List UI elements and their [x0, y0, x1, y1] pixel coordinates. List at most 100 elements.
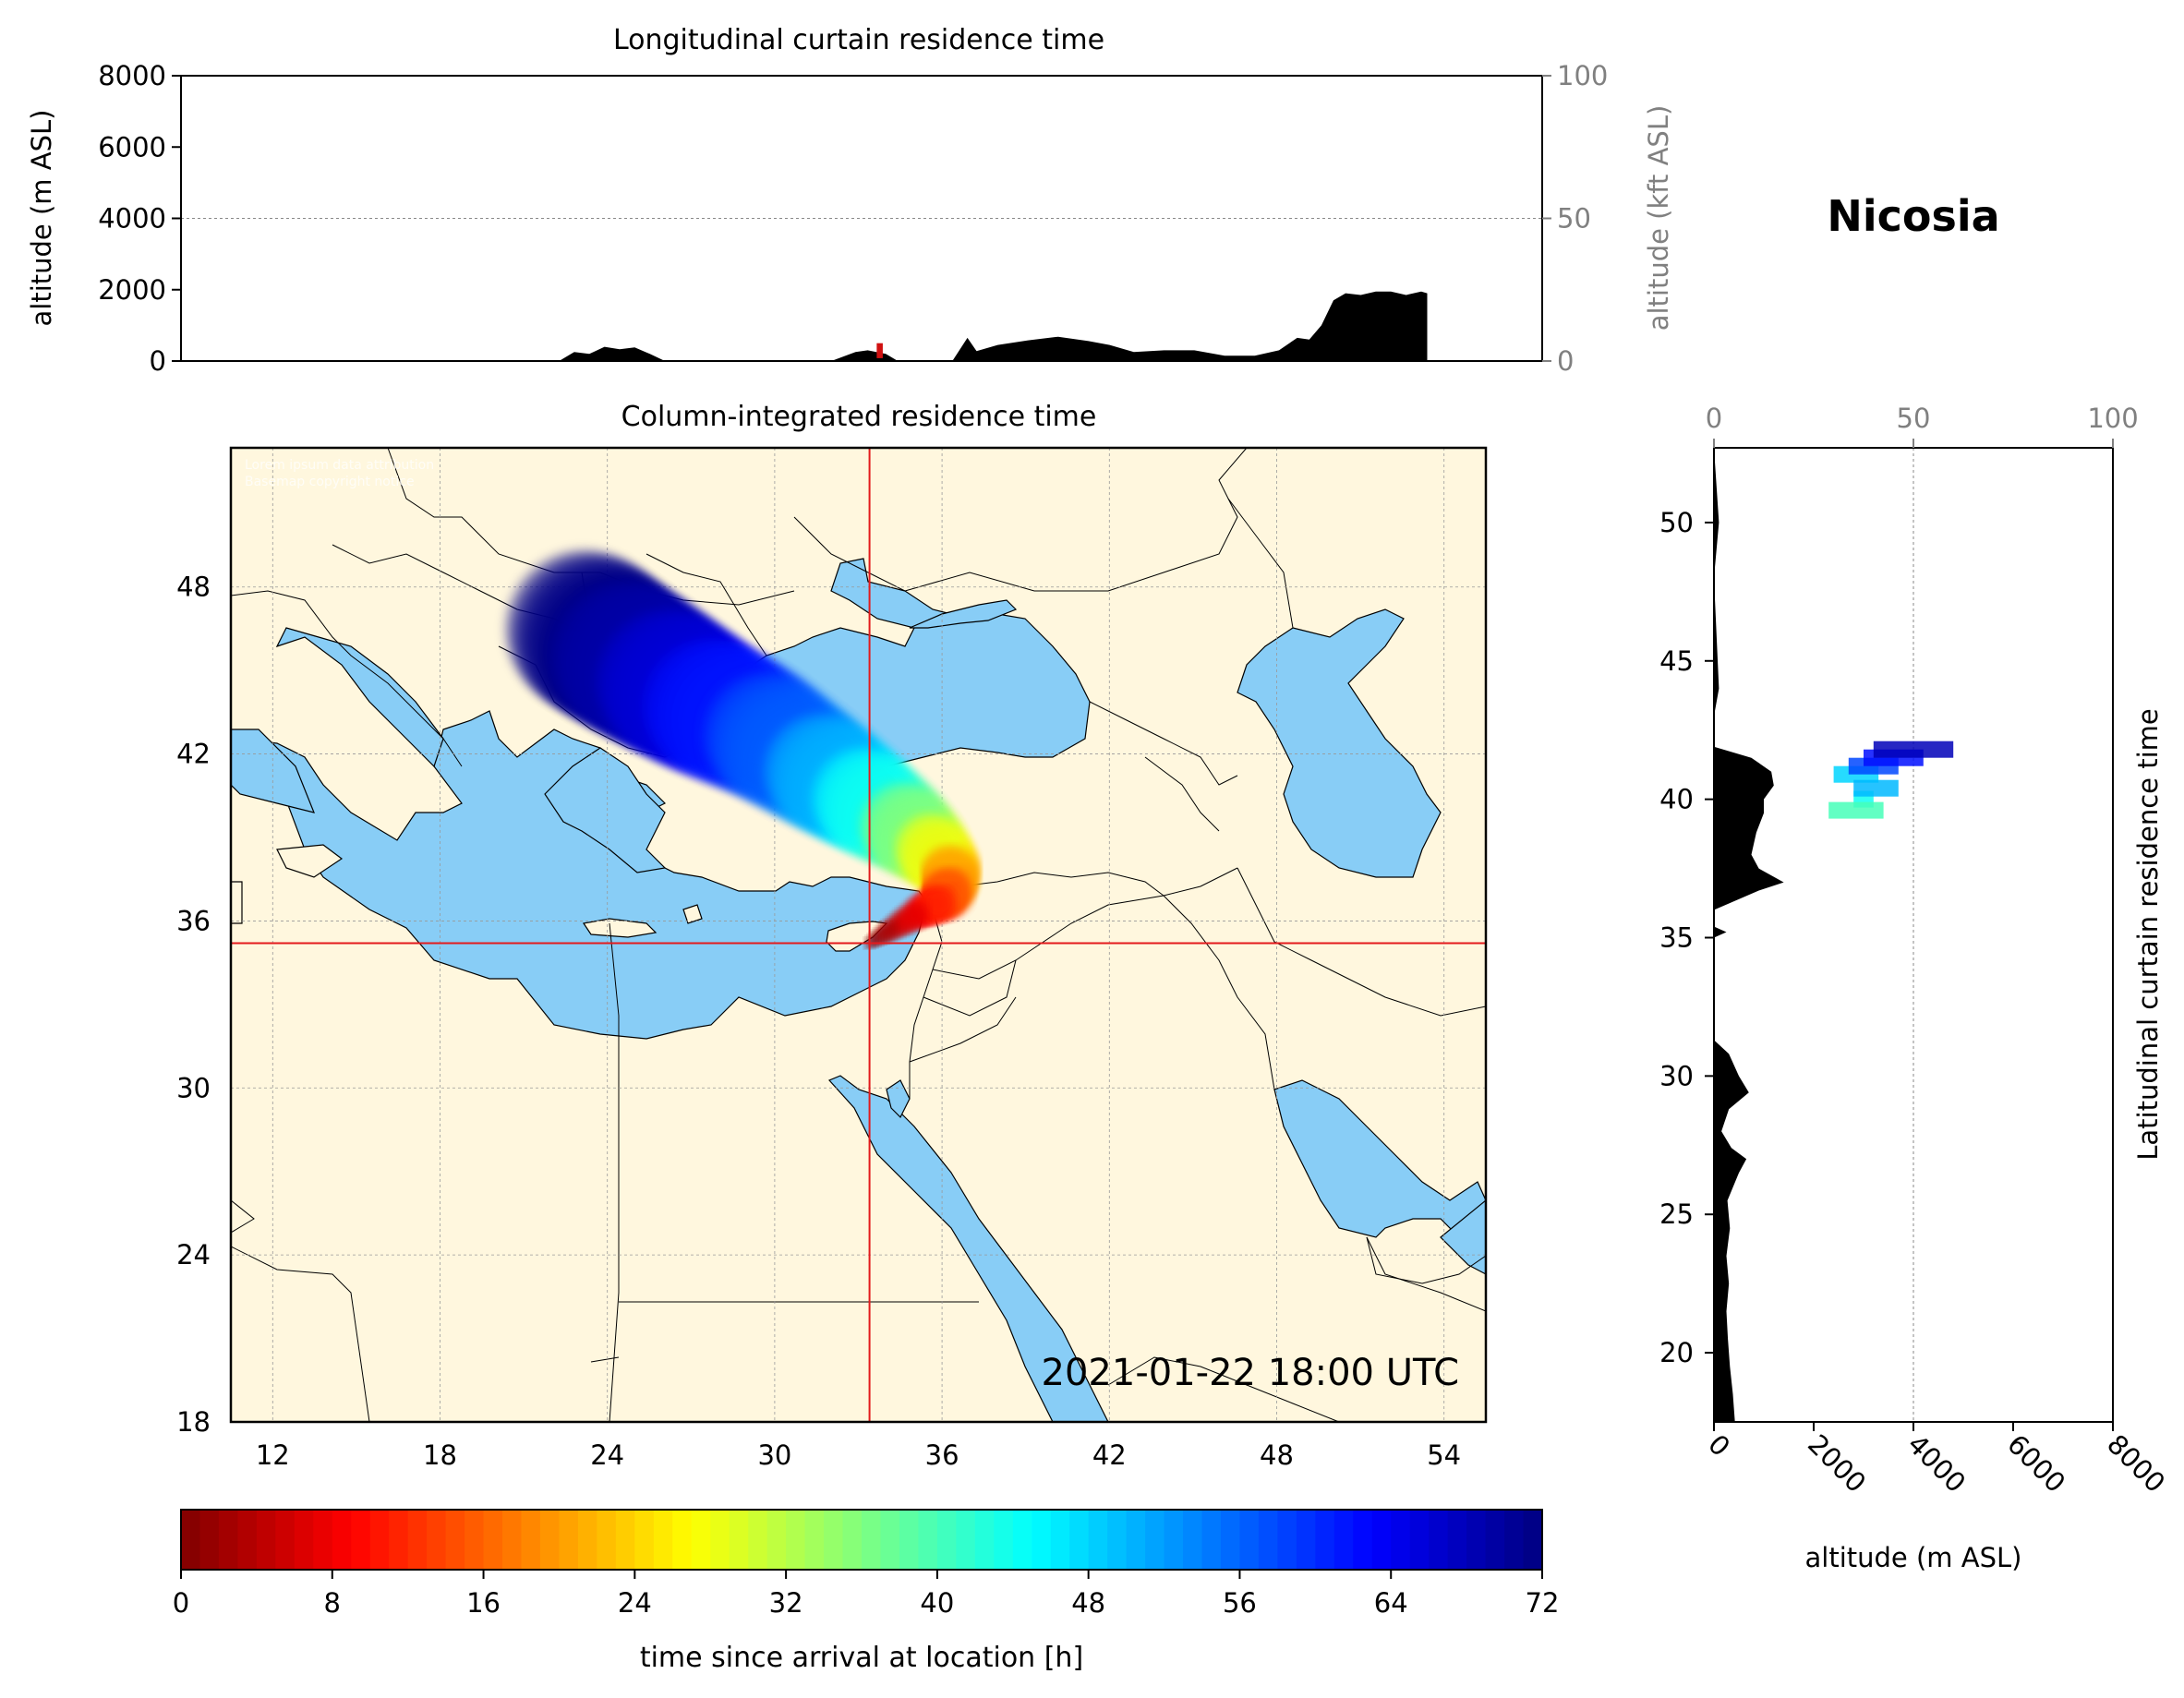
colorbar-segment — [275, 1510, 296, 1570]
map-plume-blob — [922, 885, 958, 921]
border-line — [1144, 756, 1220, 832]
colorbar-segment — [1466, 1510, 1487, 1570]
top-terrain-area — [181, 291, 1542, 361]
colorbar-segment — [824, 1510, 844, 1570]
right-ytick-label: 35 — [1659, 921, 1694, 953]
colorbar-segment — [465, 1510, 485, 1570]
colorbar-tick-label: 48 — [1071, 1587, 1105, 1619]
border-line — [231, 1246, 370, 1422]
colorbar-segment — [1504, 1510, 1525, 1570]
colorbar-label: time since arrival at location [h] — [640, 1642, 1083, 1674]
colorbar-segment — [634, 1510, 655, 1570]
colorbar-segment — [559, 1510, 579, 1570]
border-line — [1227, 498, 1294, 629]
border-line — [1089, 701, 1238, 786]
top-ytick-label: 8000 — [98, 60, 166, 91]
colorbar-segment — [918, 1510, 938, 1570]
colorbar-tick-label: 40 — [920, 1587, 954, 1619]
colorbar-segment — [615, 1510, 635, 1570]
right-ytick-label: 50 — [1659, 507, 1694, 538]
colorbar-segment — [1353, 1510, 1373, 1570]
colorbar-segment — [1333, 1510, 1354, 1570]
top-y-ticks: 0 2000 4000 6000 8000 — [98, 60, 181, 377]
map-ytick-label: 24 — [176, 1239, 211, 1270]
longitudinal-curtain-panel: Longitudinal curtain residence time 0 200… — [26, 24, 1674, 377]
border-line — [1366, 1236, 1486, 1312]
colorbar-segment — [332, 1510, 352, 1570]
colorbar-segment — [521, 1510, 541, 1570]
colorbar-segment — [369, 1510, 390, 1570]
map-ytick-label: 30 — [176, 1072, 211, 1103]
right-xtick-top-label: 100 — [2087, 403, 2138, 434]
colorbar-segment — [1032, 1510, 1052, 1570]
colorbar-tick-label: 64 — [1374, 1587, 1408, 1619]
top-y-ticks-right: 0 50 100 — [1542, 60, 1608, 377]
map-xtick-label: 54 — [1427, 1439, 1461, 1471]
colorbar-segment — [502, 1510, 523, 1570]
border-line — [793, 516, 906, 592]
colorbar-segment — [597, 1510, 617, 1570]
top-ytick-right-label: 0 — [1557, 345, 1574, 377]
arabian-sea — [1440, 1199, 1486, 1275]
right-plume-bar — [1853, 779, 1899, 797]
map-attribution-line-2: Basemap copyright notice — [245, 475, 415, 489]
right-xtick-top-label: 50 — [1897, 403, 1931, 434]
right-plume-marks — [1828, 741, 1954, 819]
map-ytick-label: 18 — [176, 1406, 211, 1438]
colorbar-segment — [653, 1510, 673, 1570]
map-x-ticks: 12 18 24 30 36 42 48 54 — [256, 1439, 1461, 1471]
top-ytick-label: 4000 — [98, 203, 166, 235]
border-line — [1107, 1356, 1340, 1422]
colorbar-tick-label: 72 — [1526, 1587, 1560, 1619]
colorbar-segment — [181, 1510, 201, 1570]
sicily-island — [276, 844, 344, 878]
caspian-sea — [1237, 608, 1442, 878]
right-plume-bar — [1828, 801, 1884, 819]
colorbar-segment — [427, 1510, 447, 1570]
map-islands — [231, 844, 888, 952]
colorbar-ticks: 0 8 16 24 32 40 48 56 64 72 — [173, 1570, 1560, 1619]
right-xlabel: altitude (m ASL) — [1805, 1542, 2022, 1573]
colorbar-segment — [899, 1510, 920, 1570]
border-line — [609, 922, 620, 1422]
colorbar-segment — [786, 1510, 806, 1570]
map-xtick-label: 48 — [1260, 1439, 1294, 1471]
colorbar: 0 8 16 24 32 40 48 56 64 72 time since arrival at… — [173, 1509, 1560, 1674]
border-line — [932, 867, 1238, 980]
rhodes-island — [682, 904, 703, 924]
colorbar-segment — [1277, 1510, 1297, 1570]
colorbar-segment — [407, 1510, 428, 1570]
map-frame — [229, 446, 1488, 1424]
colorbar-segment — [1409, 1510, 1430, 1570]
crete-island — [582, 918, 658, 938]
border-line — [1237, 867, 1486, 1017]
top-ytick-label: 2000 — [98, 274, 166, 306]
right-ytick-label: 30 — [1659, 1060, 1694, 1091]
top-panel-title: Longitudinal curtain residence time — [613, 24, 1104, 56]
colorbar-segment — [994, 1510, 1014, 1570]
border-line — [904, 448, 1248, 592]
top-ytick-right-label: 100 — [1557, 60, 1608, 91]
colorbar-segment — [1523, 1510, 1543, 1570]
colorbar-segment — [539, 1510, 561, 1570]
colorbar-segment — [804, 1510, 825, 1570]
right-xtick-label: 2000 — [1802, 1428, 1872, 1499]
map-xtick-label: 24 — [590, 1439, 624, 1471]
top-ytick-label: 0 — [150, 345, 166, 377]
colorbar-segment — [256, 1510, 276, 1570]
right-xtick-label: 4000 — [1901, 1428, 1972, 1499]
colorbar-segment — [1391, 1510, 1411, 1570]
colorbar-tick-label: 56 — [1223, 1587, 1257, 1619]
right-ytick-label: 40 — [1659, 784, 1694, 815]
border-line — [231, 1199, 255, 1234]
colorbar-segment — [445, 1510, 465, 1570]
colorbar-segment — [1088, 1510, 1108, 1570]
colorbar-tick-label: 0 — [173, 1587, 189, 1619]
colorbar-segment — [1201, 1510, 1222, 1570]
sardinia-island — [231, 881, 243, 924]
map-ytick-label: 36 — [176, 905, 211, 936]
right-grid — [1714, 448, 2113, 1422]
border-line — [646, 553, 767, 656]
colorbar-segment — [577, 1510, 597, 1570]
